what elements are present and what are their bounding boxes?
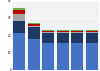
Bar — [57, 43, 69, 70]
Bar — [28, 27, 40, 39]
Bar — [42, 43, 54, 70]
Bar — [13, 8, 25, 10]
Bar — [28, 26, 40, 27]
Bar — [71, 32, 83, 33]
Bar — [71, 30, 83, 31]
Bar — [57, 33, 69, 43]
Bar — [71, 33, 83, 43]
Bar — [13, 33, 25, 70]
Bar — [28, 39, 40, 70]
Bar — [86, 33, 98, 43]
Bar — [86, 32, 98, 33]
Bar — [13, 14, 25, 21]
Bar — [28, 24, 40, 26]
Bar — [42, 32, 54, 33]
Bar — [57, 31, 69, 32]
Bar — [28, 23, 40, 24]
Bar — [13, 21, 25, 33]
Bar — [57, 30, 69, 31]
Bar — [86, 31, 98, 32]
Bar — [71, 31, 83, 32]
Bar — [42, 31, 54, 32]
Bar — [86, 43, 98, 70]
Bar — [57, 32, 69, 33]
Bar — [71, 43, 83, 70]
Bar — [86, 30, 98, 31]
Bar — [42, 33, 54, 43]
Bar — [13, 10, 25, 14]
Bar — [42, 30, 54, 31]
